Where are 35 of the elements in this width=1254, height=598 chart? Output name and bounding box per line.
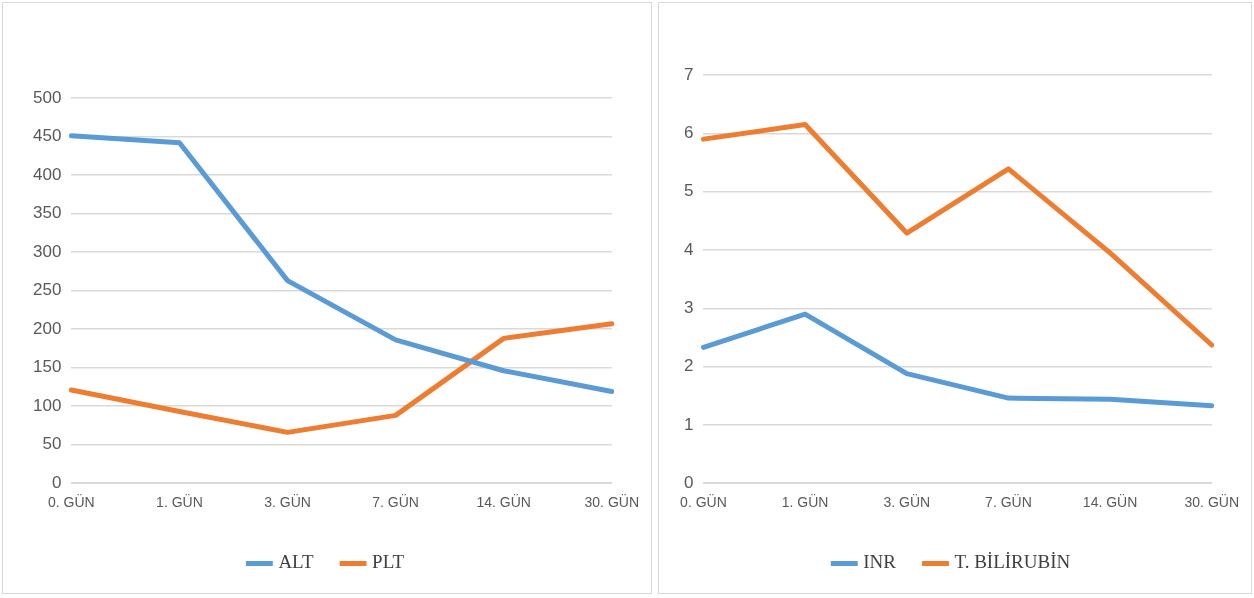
x-tick-label: 14. GÜN	[1082, 493, 1138, 511]
y-tick-label: 0	[683, 472, 694, 492]
y-tick-label: 200	[32, 318, 62, 338]
y-tick-label: 350	[32, 203, 62, 223]
y-tick-label: 0	[51, 472, 62, 492]
y-tick-label: 300	[32, 241, 62, 261]
y-tick-label: 450	[32, 126, 62, 146]
y-tick-label: 100	[32, 395, 62, 415]
y-tick-label: 50	[42, 434, 62, 454]
legend-label: T. BİLİRUBİN	[954, 551, 1071, 573]
y-tick-label: 500	[32, 87, 62, 107]
x-tick-label: 7. GÜN	[372, 493, 419, 511]
y-tick-label: 400	[32, 164, 62, 184]
y-tick-label: 4	[683, 239, 694, 259]
y-tick-label: 5	[683, 181, 694, 201]
x-tick-label: 0. GÜN	[680, 493, 727, 511]
x-tick-label: 14. GÜN	[476, 493, 531, 511]
x-tick-label: 7. GÜN	[985, 493, 1032, 511]
legend-label: PLT	[372, 551, 405, 573]
y-tick-label: 6	[683, 123, 694, 142]
x-tick-label: 0. GÜN	[48, 493, 95, 511]
x-tick-label: 30. GÜN	[1184, 493, 1239, 511]
x-tick-label: 30. GÜN	[584, 493, 639, 511]
y-tick-label: 2	[683, 356, 694, 376]
y-tick-label: 150	[32, 357, 62, 377]
legend-label: ALT	[278, 551, 314, 573]
x-tick-label: 3. GÜN	[264, 493, 311, 511]
x-tick-label: 1. GÜN	[156, 493, 203, 511]
y-tick-label: 1	[683, 414, 694, 434]
y-tick-label: 3	[683, 297, 694, 317]
y-tick-label: 250	[32, 280, 62, 300]
x-tick-label: 3. GÜN	[883, 493, 931, 511]
y-tick-label: 7	[683, 64, 694, 84]
legend-label: INR	[863, 551, 897, 573]
x-tick-label: 1. GÜN	[781, 493, 829, 511]
